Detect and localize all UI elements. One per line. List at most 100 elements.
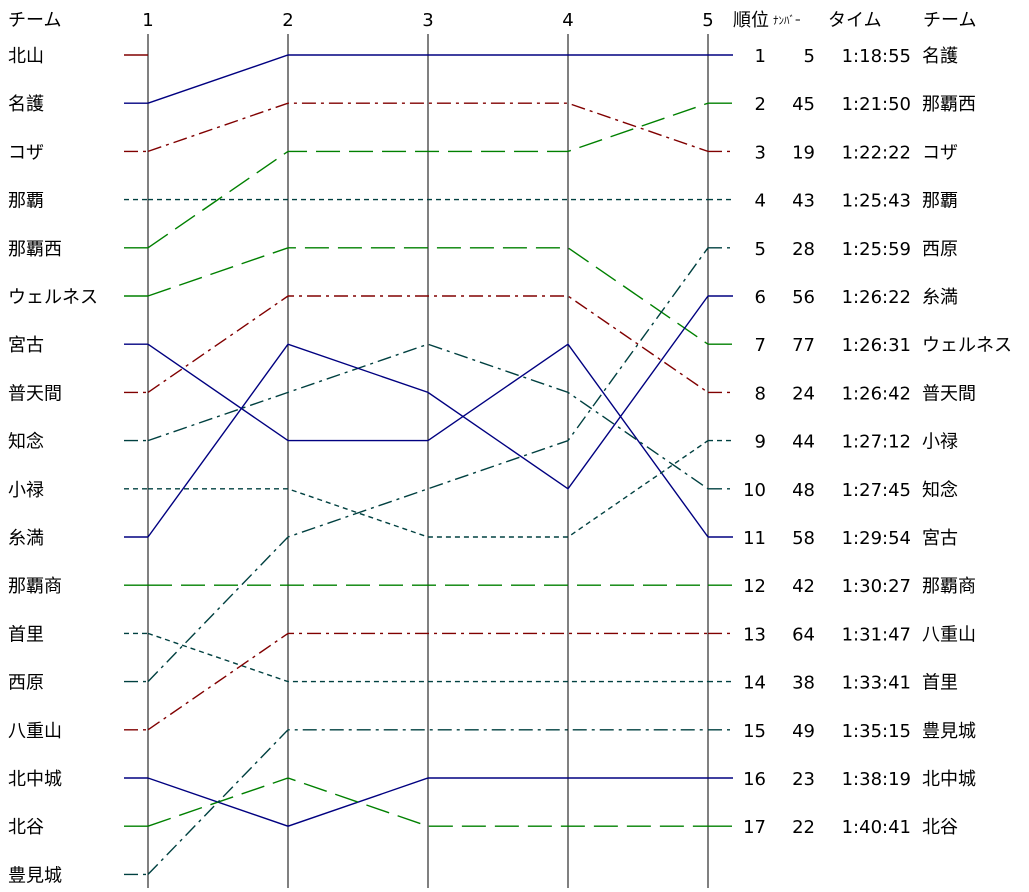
start-team-label: 北谷 — [8, 817, 44, 838]
team-line — [124, 343, 733, 490]
team-line — [124, 247, 733, 683]
rank-path — [147, 777, 708, 827]
team-left-header: チーム — [8, 10, 61, 31]
result-time: 1:26:22 — [842, 287, 911, 308]
result-number: 23 — [792, 769, 815, 790]
result-team: 糸満 — [922, 287, 958, 308]
result-team: コザ — [922, 142, 958, 163]
result-row: 7 77 1:26:31 ウェルネス — [755, 335, 1012, 356]
rank-path — [147, 54, 708, 104]
result-team: 那覇商 — [922, 576, 976, 597]
result-team: 西原 — [922, 239, 958, 260]
time-header: タイム — [828, 10, 882, 31]
start-team-label: 糸満 — [8, 528, 44, 549]
column-headers: チーム 順位 ﾅﾝﾊﾞｰ タイム チーム — [8, 10, 976, 31]
team-line — [124, 295, 733, 538]
result-rank: 6 — [755, 287, 766, 308]
team-line — [124, 632, 733, 683]
result-number: 19 — [792, 142, 815, 163]
result-team: 首里 — [922, 673, 958, 694]
start-team-label: 知念 — [8, 431, 44, 453]
result-number: 77 — [792, 335, 815, 356]
result-row: 2 45 1:21:50 那覇西 — [755, 94, 976, 115]
result-team: 名護 — [922, 46, 958, 67]
result-time: 1:25:59 — [842, 239, 911, 260]
leg-label-4: 4 — [562, 10, 573, 31]
result-number: 48 — [792, 480, 815, 501]
result-time: 1:26:31 — [842, 335, 911, 356]
result-row: 13 64 1:31:47 八重山 — [743, 624, 976, 645]
result-number: 64 — [792, 624, 815, 645]
result-row: 14 38 1:33:41 首里 — [743, 673, 958, 694]
start-team-label: 那覇商 — [8, 576, 62, 597]
team-line — [124, 729, 733, 876]
result-rank: 17 — [743, 817, 766, 838]
result-number: 24 — [792, 383, 815, 404]
result-time: 1:27:45 — [842, 480, 911, 501]
number-header: ﾅﾝﾊﾞｰ — [773, 14, 801, 27]
result-time: 1:21:50 — [842, 94, 911, 115]
team-line — [124, 295, 733, 394]
result-number: 56 — [792, 287, 815, 308]
result-number: 58 — [792, 528, 815, 549]
result-row: 4 43 1:25:43 那覇 — [755, 191, 958, 212]
result-row: 17 22 1:40:41 北谷 — [743, 817, 958, 838]
result-team: 普天間 — [922, 383, 976, 404]
rank-path — [147, 295, 709, 538]
result-team: 豊見城 — [922, 721, 976, 742]
start-order-labels: 北山名護コザ那覇那覇西ウェルネス宮古普天間知念小禄糸満那覇商首里西原八重山北中城… — [8, 46, 98, 886]
result-number: 22 — [792, 817, 815, 838]
start-team-label: 西原 — [8, 673, 44, 694]
leg-label-2: 2 — [282, 10, 293, 31]
start-team-label: 名護 — [8, 94, 44, 115]
result-row: 12 42 1:30:27 那覇商 — [743, 576, 976, 597]
leg-label-3: 3 — [422, 10, 433, 31]
rank-path — [147, 295, 709, 393]
result-rank: 2 — [755, 94, 766, 115]
result-time: 1:22:22 — [842, 142, 911, 163]
result-row: 15 49 1:35:15 豊見城 — [743, 721, 976, 742]
leg-label-5: 5 — [702, 10, 713, 31]
start-team-label: 豊見城 — [8, 865, 62, 886]
result-rank: 12 — [743, 576, 766, 597]
result-team: ウェルネス — [922, 335, 1012, 356]
result-team: 那覇西 — [922, 94, 976, 115]
result-row: 9 44 1:27:12 小禄 — [755, 432, 958, 453]
result-number: 5 — [804, 46, 815, 67]
result-team: 小禄 — [922, 432, 958, 453]
result-row: 10 48 1:27:45 知念 — [743, 479, 958, 501]
rank-path — [147, 777, 708, 827]
team-line — [124, 439, 733, 538]
result-row: 8 24 1:26:42 普天間 — [755, 383, 976, 404]
team-line — [124, 54, 733, 104]
rank-path — [147, 247, 709, 683]
start-team-label: 小禄 — [8, 480, 44, 501]
result-time: 1:35:15 — [842, 721, 911, 742]
team-right-header: チーム — [923, 10, 976, 31]
rank-path — [147, 632, 708, 683]
result-time: 1:38:19 — [842, 769, 911, 790]
result-number: 42 — [792, 576, 815, 597]
result-time: 1:40:41 — [842, 817, 911, 838]
start-team-label: 北山 — [8, 46, 44, 67]
start-team-label: 首里 — [8, 624, 44, 645]
start-team-label: 北中城 — [8, 769, 62, 790]
result-rank: 10 — [743, 480, 766, 501]
rank-path — [147, 247, 709, 345]
result-time: 1:33:41 — [842, 673, 911, 694]
result-row: 5 28 1:25:59 西原 — [755, 239, 958, 260]
result-team: 那覇 — [922, 191, 958, 212]
start-team-label: 普天間 — [8, 383, 62, 404]
start-team-label: 宮古 — [8, 335, 44, 356]
result-rank: 9 — [755, 432, 766, 453]
result-time: 1:31:47 — [842, 624, 911, 645]
result-number: 44 — [792, 432, 815, 453]
result-rank: 4 — [755, 191, 766, 212]
leg-labels: 1 2 3 4 5 — [142, 10, 713, 31]
result-rank: 15 — [743, 721, 766, 742]
rank-path — [147, 632, 708, 731]
result-number: 38 — [792, 673, 815, 694]
result-row: 16 23 1:38:19 北中城 — [743, 769, 976, 790]
